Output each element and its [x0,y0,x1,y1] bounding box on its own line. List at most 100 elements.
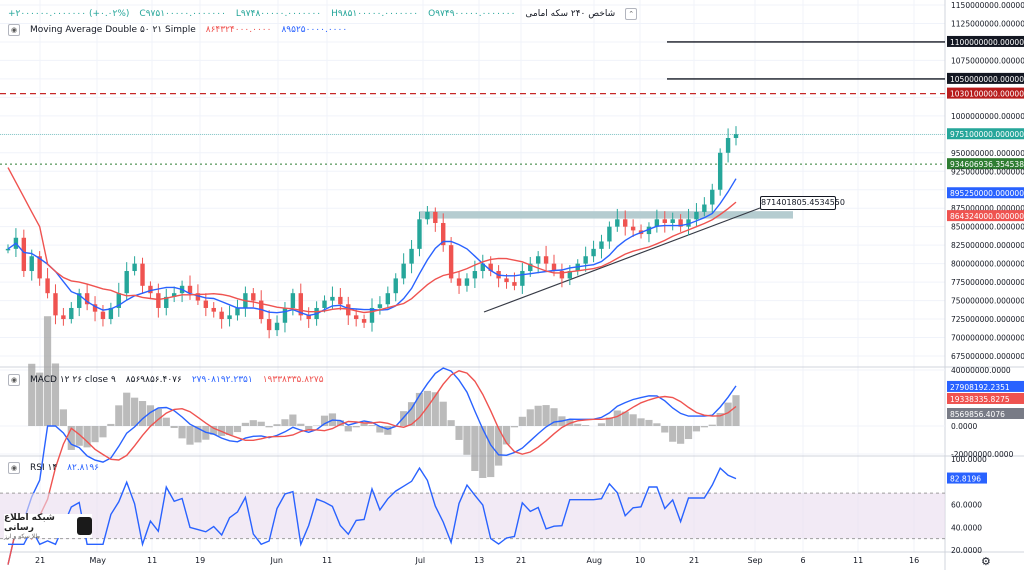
candle-body [472,271,478,279]
macd-hist-bar [67,426,75,450]
price-tag-label: 1100000000.0000000 [950,38,1024,47]
macd-hist-bar [502,426,511,445]
resistance-zone [419,211,793,219]
macd-hist-bar [708,424,716,426]
eye-icon[interactable]: ◉ [8,462,20,474]
macd-hist-bar [431,392,439,426]
macd-hist-bar [613,410,621,426]
candle-body [615,219,620,227]
settings-gear-icon[interactable]: ⚙ [981,555,991,568]
macd-hist-bar [582,425,590,426]
time-axis-label: 21 [689,556,699,565]
macd-hist-bar [75,426,83,446]
rsi-label: RSI ۱۴ [30,463,58,473]
rsi-band [0,493,945,539]
candle-body [203,300,209,308]
candle-body [725,138,731,153]
macd-hist-bar [534,405,542,426]
collapse-icon[interactable]: ⌃ [625,8,638,20]
candle-body [377,304,383,308]
macd-hist-bar [249,420,257,426]
candle-body [171,293,177,297]
time-axis-label: 10 [635,556,645,565]
rsi-value: ۸۲.۸۱۹۶ [67,463,100,473]
macd-hist-bar [28,363,36,426]
candle-body [330,296,335,301]
candle-body [393,278,398,294]
macd-hist-bar [645,419,653,426]
price-tag [947,187,1024,199]
macd-hist-bar [407,402,416,426]
candle-body [140,263,145,286]
price-axis-label: 925000000.00000000 [951,167,1024,176]
candle-body [607,226,612,242]
price-axis-label: 850000000.00000000 [951,223,1024,232]
macd-hist-bar [700,426,708,428]
candle-body [211,307,216,312]
candle-body [417,219,422,249]
price-tag [947,210,1024,222]
candle-body [583,256,588,264]
ohlc-change: +۲۰۰۰۰۰۰.۰۰۰۰۰۰۰ (+۰.۰۲%) [8,9,130,19]
candle-body [630,226,636,231]
macd-label: MACD ۱۲ ۲۶ close ۹ [30,375,116,385]
price-tag [947,128,1024,140]
candle-body [551,263,557,272]
macd-hist-bar [352,426,360,428]
price-axis-label: 750000000.00000000 [951,297,1024,306]
price-axis-label: 775000000.00000000 [951,278,1024,287]
candle-body [480,263,485,272]
trendline-callout[interactable]: 871401805.4534550 [760,196,845,210]
ohlc-close: C۹۷۵۱۰۰۰۰۰.۰۰۰۰۰۰۰ [139,9,226,19]
eye-icon[interactable]: ◉ [8,24,20,36]
candle-body [108,307,114,320]
ohlc-open: O۹۷۴۹۰۰۰۰۰.۰۰۰۰۰۰۰ [428,9,516,19]
time-axis-label: 16 [909,556,919,565]
eye-icon[interactable]: ◉ [8,374,20,386]
macd-tag-label: 8569856.4076 [950,410,1005,419]
logo-sub: طلا سکه و ارز [4,532,40,540]
macd-hist-bar [368,425,376,426]
macd-hist-bar [178,426,186,439]
macd-hist-bar [423,390,431,426]
time-axis-label: Aug [587,556,603,565]
candle-body [464,278,470,286]
candle-body [433,211,438,223]
macd-hist-bar [661,426,669,433]
macd-hist-bar [692,426,701,432]
macd-hist-bar [732,395,740,426]
macd-hist-bar [257,421,265,426]
macd-hist-bar [400,411,408,426]
candle-body [235,307,240,316]
macd-tag-label: 27908192.2351 [950,383,1010,392]
candle-body [338,296,343,305]
macd-hist-bar [463,426,471,455]
macd-hist-bar [273,424,281,426]
price-axis-label: 1000000000.00000000 [951,112,1024,121]
macd-hist-bar [684,426,693,440]
macd-hist-bar [91,426,99,443]
rsi-axis-label: 20.0000 [951,546,982,555]
macd-hist-bar [162,417,170,426]
ma-value-red: ۸۶۴۳۲۴۰۰۰.۰۰۰۰ [205,25,272,35]
candle-body [694,211,699,220]
price-axis-label: 800000000.00000000 [951,260,1024,269]
macd-hist-bar [510,426,519,428]
macd-hist-bar [186,426,194,445]
rsi-axis-label: 40.0000 [951,523,982,532]
macd-hist-bar [138,401,147,426]
ohlc-low: L۹۷۴۸۰۰۰۰۰.۰۰۰۰۰۰۰ [235,9,322,19]
macd-hist-bar [59,409,67,426]
candle-body [599,241,604,249]
macd-hist-bar [605,417,613,426]
price-tag-label: 975100000.0000000 [950,130,1024,139]
site-logo: شبکه اطلاع رسانی طلا سکه و ارز [4,513,92,540]
candle-body [361,319,367,323]
candle-body [504,278,509,283]
macd-tag [947,408,1024,420]
time-axis-label: 11 [322,556,332,565]
macd-hist-bar [669,426,677,442]
candle-body [441,222,446,246]
ma-value-blue: ۸۹۵۲۵۰۰۰۰.۰۰۰۰ [281,25,348,35]
